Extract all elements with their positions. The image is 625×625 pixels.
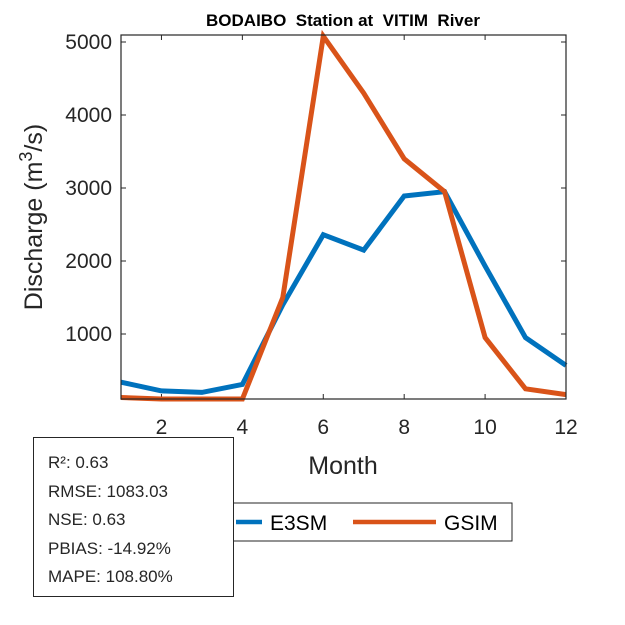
series-line-e3sm: [120, 189, 568, 395]
y-axis-label: Discharge (m3/s): [16, 124, 48, 310]
y-tick-label: 3000: [65, 177, 112, 200]
x-tick-label: 8: [398, 416, 410, 439]
y-axis-label-sup: 3: [16, 152, 36, 162]
y-axis-label-tail: /s): [20, 124, 48, 152]
y-tick-label: 2000: [65, 250, 112, 273]
y-axis-label-base: Discharge (m: [20, 162, 48, 311]
x-tick-label: 2: [156, 416, 168, 439]
x-tick-label: 12: [554, 416, 577, 439]
x-axis-label: Month: [308, 452, 377, 480]
x-tick-label: 4: [237, 416, 249, 439]
chart-title: BODAIBO Station at VITIM River: [206, 11, 480, 30]
legend-label-gsim: GSIM: [444, 512, 498, 535]
stats-box: R²: 0.63 RMSE: 1083.03 NSE: 0.63 PBIAS: …: [33, 437, 234, 597]
legend-label-e3sm: E3SM: [270, 512, 327, 535]
y-tick-label: 1000: [65, 323, 112, 346]
x-tick-label: 10: [473, 416, 496, 439]
stat-pbias: PBIAS: -14.92%: [48, 538, 171, 558]
stat-nse: NSE: 0.63: [48, 510, 126, 529]
legend: E3SM GSIM: [224, 502, 513, 542]
y-tick-label: 4000: [65, 104, 112, 127]
stat-rmse: RMSE: 1083.03: [48, 481, 169, 501]
plot-frame: [120, 34, 567, 400]
series-line-gsim: [120, 29, 567, 402]
stat-r2: R²: 0.63: [48, 453, 109, 472]
stat-mape: MAPE: 108.80%: [48, 567, 173, 586]
x-tick-label: 6: [317, 416, 329, 439]
svg-text:Discharge (m3/s): Discharge (m3/s): [16, 124, 48, 310]
y-tick-label: 5000: [65, 31, 112, 54]
